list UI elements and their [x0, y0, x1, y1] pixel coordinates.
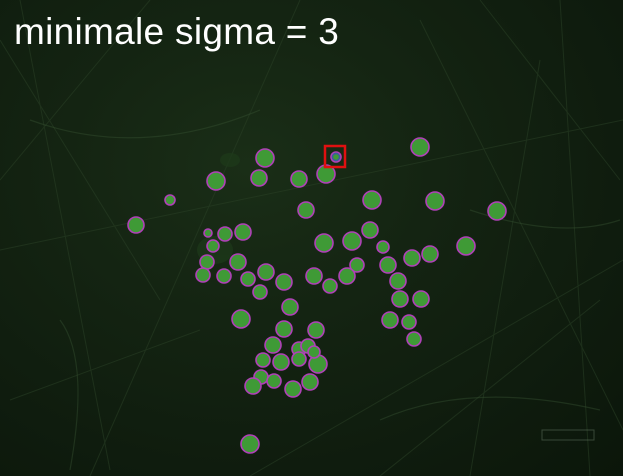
- spot-marker: [250, 169, 268, 187]
- spot-marker: [338, 267, 356, 285]
- spot-marker: [206, 171, 226, 191]
- spot-marker: [234, 223, 252, 241]
- spot-marker: [164, 194, 176, 206]
- highlight-box: [323, 144, 347, 169]
- highlighted-spot-marker: [331, 152, 341, 162]
- spot-marker: [127, 216, 145, 234]
- spot-marker: [229, 253, 247, 271]
- spot-marker: [275, 320, 293, 338]
- spot-marker: [381, 311, 399, 329]
- spot-marker: [284, 380, 302, 398]
- spot-marker: [291, 351, 307, 367]
- spot-marker: [257, 263, 275, 281]
- spot-marker: [376, 240, 390, 254]
- spot-marker: [264, 336, 282, 354]
- spot-marker: [290, 170, 308, 188]
- spot-marker: [305, 267, 323, 285]
- spot-marker: [391, 290, 409, 308]
- spot-marker: [297, 201, 315, 219]
- scale-bar-watermark: [541, 429, 595, 441]
- spot-marker: [361, 221, 379, 239]
- spot-marker: [401, 314, 417, 330]
- spot-marker: [240, 271, 256, 287]
- spot-marker: [362, 190, 382, 210]
- spot-marker: [281, 298, 299, 316]
- spot-marker: [199, 254, 215, 270]
- spot-marker: [425, 191, 445, 211]
- spot-marker: [206, 239, 220, 253]
- spot-marker: [389, 272, 407, 290]
- spot-marker: [252, 284, 268, 300]
- spot-marker: [349, 257, 365, 273]
- spot-marker: [307, 321, 325, 339]
- spot-marker: [217, 226, 233, 242]
- spot-marker: [255, 352, 271, 368]
- spot-marker: [379, 256, 397, 274]
- spot-marker: [403, 249, 421, 267]
- spot-marker: [255, 148, 275, 168]
- spot-marker: [322, 278, 338, 294]
- spot-marker: [244, 377, 262, 395]
- spot-marker: [410, 137, 430, 157]
- spot-marker: [487, 201, 507, 221]
- spot-marker: [216, 268, 232, 284]
- spot-marker: [412, 290, 430, 308]
- spot-marker: [231, 309, 251, 329]
- spot-marker: [421, 245, 439, 263]
- spot-marker: [240, 434, 260, 454]
- spot-marker: [307, 345, 321, 359]
- spot-marker: [301, 373, 319, 391]
- spot-marker: [406, 331, 422, 347]
- spot-marker: [272, 353, 290, 371]
- spot-marker: [275, 273, 293, 291]
- spot-marker: [266, 373, 282, 389]
- sigma-label: minimale sigma = 3: [14, 11, 340, 52]
- spot-marker: [342, 231, 362, 251]
- spot-marker: [314, 233, 334, 253]
- spot-marker: [456, 236, 476, 256]
- spot-marker: [203, 228, 213, 238]
- spot-marker: [195, 267, 211, 283]
